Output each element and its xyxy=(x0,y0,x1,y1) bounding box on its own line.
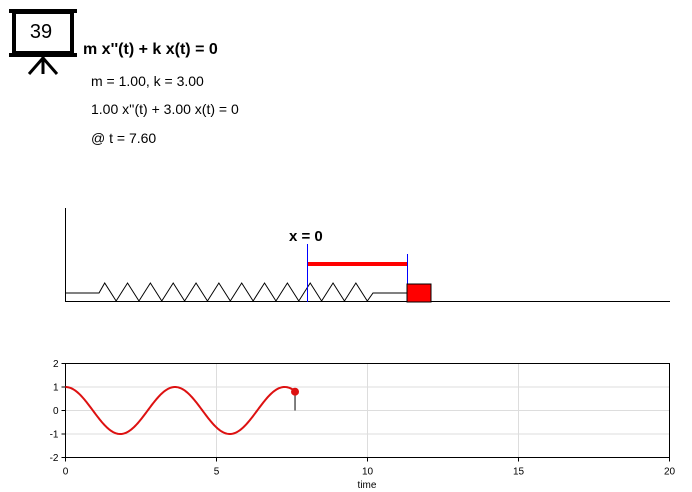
spring xyxy=(65,282,407,302)
x-tick-label: 20 xyxy=(664,467,676,478)
y-tick-label: 1 xyxy=(53,383,59,394)
x-tick-label: 10 xyxy=(362,467,374,478)
x-tick-label: 15 xyxy=(513,467,525,478)
x-tick-label: 0 xyxy=(63,467,69,478)
current-point xyxy=(291,387,300,396)
plot-grid xyxy=(65,363,670,458)
slide-screen-icon xyxy=(9,9,77,75)
y-tick-label: 0 xyxy=(53,406,59,417)
substituted-equation: 1.00 x''(t) + 3.00 x(t) = 0 xyxy=(91,101,239,117)
parameters-text: m = 1.00, k = 3.00 xyxy=(91,73,204,89)
time-readout: @ t = 7.60 xyxy=(91,130,157,146)
equilibrium-label: x = 0 xyxy=(289,228,323,245)
y-tick-label: -1 xyxy=(50,430,59,441)
mass-block xyxy=(406,283,432,303)
displacement-time-chart: 210-1-2 0 5 10 15 20 time xyxy=(50,359,676,491)
equation-title: m x''(t) + k x(t) = 0 xyxy=(83,41,218,58)
x-axis-label: time xyxy=(358,480,377,491)
x-tick-label: 5 xyxy=(214,467,220,478)
spring-mass-diagram xyxy=(65,208,670,303)
slide-number: 39 xyxy=(29,21,53,43)
y-tick-label: -2 xyxy=(50,453,59,464)
y-tick-label: 2 xyxy=(53,359,59,370)
displacement-curve xyxy=(65,385,296,436)
